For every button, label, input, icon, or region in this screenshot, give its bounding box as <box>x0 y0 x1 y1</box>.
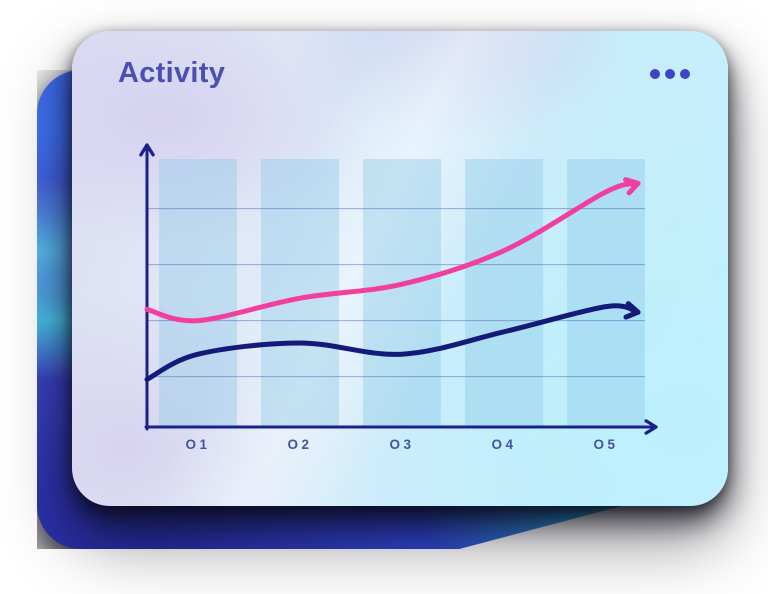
menu-dot <box>650 68 660 79</box>
column-band-O4 <box>465 159 543 427</box>
x-tick-label-O5: O5 <box>593 437 618 452</box>
ellipsis-menu-icon[interactable] <box>648 63 692 85</box>
column-band-O5 <box>567 159 645 427</box>
menu-dot <box>680 68 690 79</box>
activity-card: Activity O1 O2 O3 O4 O5 <box>72 31 728 506</box>
x-tick-label-O4: O4 <box>491 437 516 452</box>
series-line-highlight-pink <box>144 177 641 324</box>
card-header: Activity <box>118 57 692 90</box>
card-title: Activity <box>118 57 226 89</box>
x-tick-label-O3: O3 <box>389 437 414 452</box>
series-line-baseline-navy <box>144 301 641 382</box>
column-band-O1 <box>159 159 237 427</box>
x-tick-label-O1: O1 <box>185 437 210 452</box>
activity-line-chart: O1 O2 O3 O4 O5 <box>139 143 658 452</box>
x-tick-label-O2: O2 <box>287 437 312 452</box>
column-band-O3 <box>363 159 441 427</box>
menu-dot <box>665 68 675 79</box>
